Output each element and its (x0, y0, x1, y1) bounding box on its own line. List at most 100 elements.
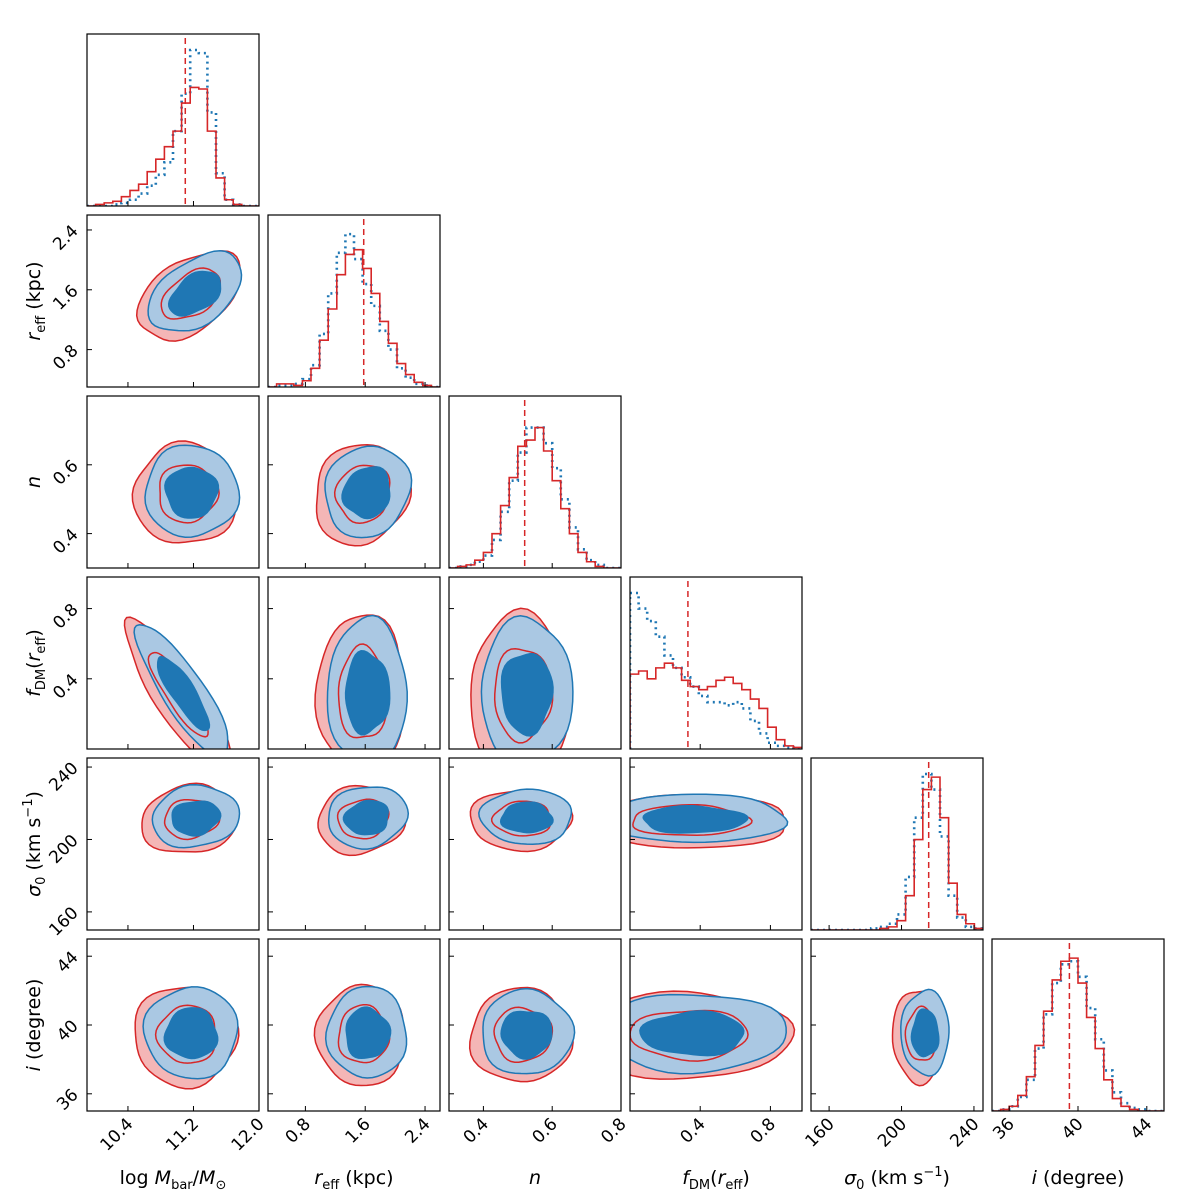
hist-panel-reff (267, 214, 441, 388)
x-tick-label-n: 0.4 (460, 1114, 493, 1147)
x-tick-label-logM: 12.0 (228, 1114, 269, 1155)
hist-sample-a-fDM (630, 662, 802, 749)
contour-b-1sigma (341, 466, 391, 520)
contour-b-1sigma (164, 466, 220, 519)
y-tick-label-fDM: 0.8 (49, 600, 82, 633)
y-tick-label-reff: 1.6 (49, 281, 82, 314)
panel-frame (267, 395, 441, 569)
x-tick-label-n: 0.6 (528, 1114, 561, 1147)
y-tick-label-n: 0.6 (49, 456, 82, 489)
contour-panel-fDM-sigma0 (629, 757, 803, 931)
hist-panel-logM (86, 33, 260, 207)
contour-panel-n-i (448, 938, 622, 1112)
contour-a-1sigma (337, 1003, 391, 1064)
panel-frame (810, 757, 984, 931)
contour-b-1sigma (499, 801, 554, 834)
x-tick-label-sigma0: 240 (946, 1114, 983, 1151)
x-tick-label-sigma0: 200 (874, 1114, 911, 1151)
contour-panel-reff-fDM (267, 576, 441, 750)
y-axis-title-sigma0: σ0 (km s−1) (21, 791, 49, 897)
x-axis-title-n: n (529, 1167, 541, 1189)
y-axis-title-i: i (degree) (23, 979, 45, 1072)
x-tick-label-reff: 1.6 (341, 1114, 374, 1147)
hist-sample-a-sigma0 (811, 776, 983, 930)
y-tick-label-reff: 0.8 (49, 341, 82, 374)
x-axis-title-sigma0: σ0 (km s−1) (844, 1165, 950, 1193)
contour-panel-logM-sigma0 (86, 757, 260, 931)
contour-panel-logM-i (86, 938, 260, 1112)
x-axis-title-i: i (degree) (1032, 1167, 1125, 1189)
hist-sample-b-fDM (630, 591, 802, 749)
x-tick-label-logM: 11.2 (162, 1114, 203, 1155)
panel-frame (86, 214, 260, 388)
x-axis-title-fDM: fDM(reff) (682, 1167, 750, 1193)
contour-b-1sigma (500, 653, 554, 737)
panel-frame (448, 576, 622, 750)
y-axis-title-fDM: fDM(reff) (23, 629, 49, 697)
contour-b-1sigma (910, 1008, 940, 1058)
hist-sample-a-logM (87, 86, 259, 206)
hist-sample-a-i (992, 957, 1164, 1111)
contour-b-1sigma (163, 1007, 219, 1060)
hist-sample-b-logM (87, 48, 259, 206)
hist-sample-b-reff (268, 232, 440, 387)
contour-a-1sigma (632, 803, 753, 836)
x-tick-label-fDM: 0.8 (747, 1114, 780, 1147)
y-tick-label-sigma0: 160 (45, 903, 82, 940)
hist-sample-b-sigma0 (811, 772, 983, 930)
contour-a-1sigma (337, 643, 390, 739)
panel-frame (629, 757, 803, 931)
panel-frame (86, 33, 260, 207)
x-tick-label-sigma0: 160 (802, 1114, 839, 1151)
panel-frame (448, 757, 622, 931)
y-tick-label-reff: 2.4 (49, 221, 82, 254)
y-axis-title-reff: reff (kpc) (23, 261, 49, 340)
contour-b-1sigma (345, 1006, 392, 1060)
y-tick-label-n: 0.4 (49, 525, 82, 558)
hist-panel-n (448, 395, 622, 569)
contour-panel-n-fDM (448, 576, 622, 750)
y-tick-label-i: 36 (53, 1085, 82, 1114)
x-tick-label-i: 40 (1058, 1114, 1087, 1143)
x-tick-label-n: 0.8 (597, 1114, 630, 1147)
y-tick-label-sigma0: 200 (45, 831, 82, 868)
x-axis-title-logM: log Mbar/M⊙ (120, 1167, 227, 1193)
contour-b-1sigma (156, 655, 211, 732)
hist-sample-a-reff (268, 248, 440, 387)
contour-b-1sigma (639, 1010, 745, 1057)
contour-b-1sigma (171, 800, 222, 837)
panel-frame (86, 757, 260, 931)
hist-sample-b-n (449, 426, 621, 568)
contour-panel-logM-n (86, 395, 260, 569)
x-tick-label-reff: 2.4 (401, 1114, 434, 1147)
contour-b-1sigma (344, 650, 391, 736)
hist-panel-sigma0 (810, 757, 984, 931)
x-axis-title-reff: reff (kpc) (314, 1167, 393, 1193)
x-tick-label-logM: 10.4 (97, 1114, 138, 1155)
x-tick-label-fDM: 0.4 (676, 1114, 709, 1147)
contour-b-1sigma (642, 804, 749, 834)
contour-b-1sigma (342, 799, 389, 836)
x-tick-label-i: 36 (989, 1114, 1018, 1143)
contour-panel-logM-fDM (86, 576, 260, 750)
hist-panel-fDM (629, 576, 803, 750)
contour-panel-n-sigma0 (448, 757, 622, 931)
contour-panel-reff-n (267, 395, 441, 569)
hist-panel-i (991, 938, 1165, 1112)
y-tick-label-i: 44 (53, 948, 82, 977)
contour-panel-logM-reff (86, 214, 260, 388)
contour-a-1sigma (159, 464, 220, 524)
contour-b-1sigma (500, 1010, 553, 1060)
y-tick-label-fDM: 0.4 (49, 670, 82, 703)
contour-panel-reff-i (267, 938, 441, 1112)
y-axis-title-n: n (23, 476, 45, 488)
panel-frame (448, 395, 622, 569)
panel-frame (86, 395, 260, 569)
contour-panel-reff-sigma0 (267, 757, 441, 931)
panel-frame (267, 757, 441, 931)
contour-panel-fDM-i (629, 938, 803, 1112)
panel-frame (267, 214, 441, 388)
y-tick-label-i: 40 (53, 1016, 82, 1045)
x-tick-label-i: 44 (1127, 1114, 1156, 1143)
